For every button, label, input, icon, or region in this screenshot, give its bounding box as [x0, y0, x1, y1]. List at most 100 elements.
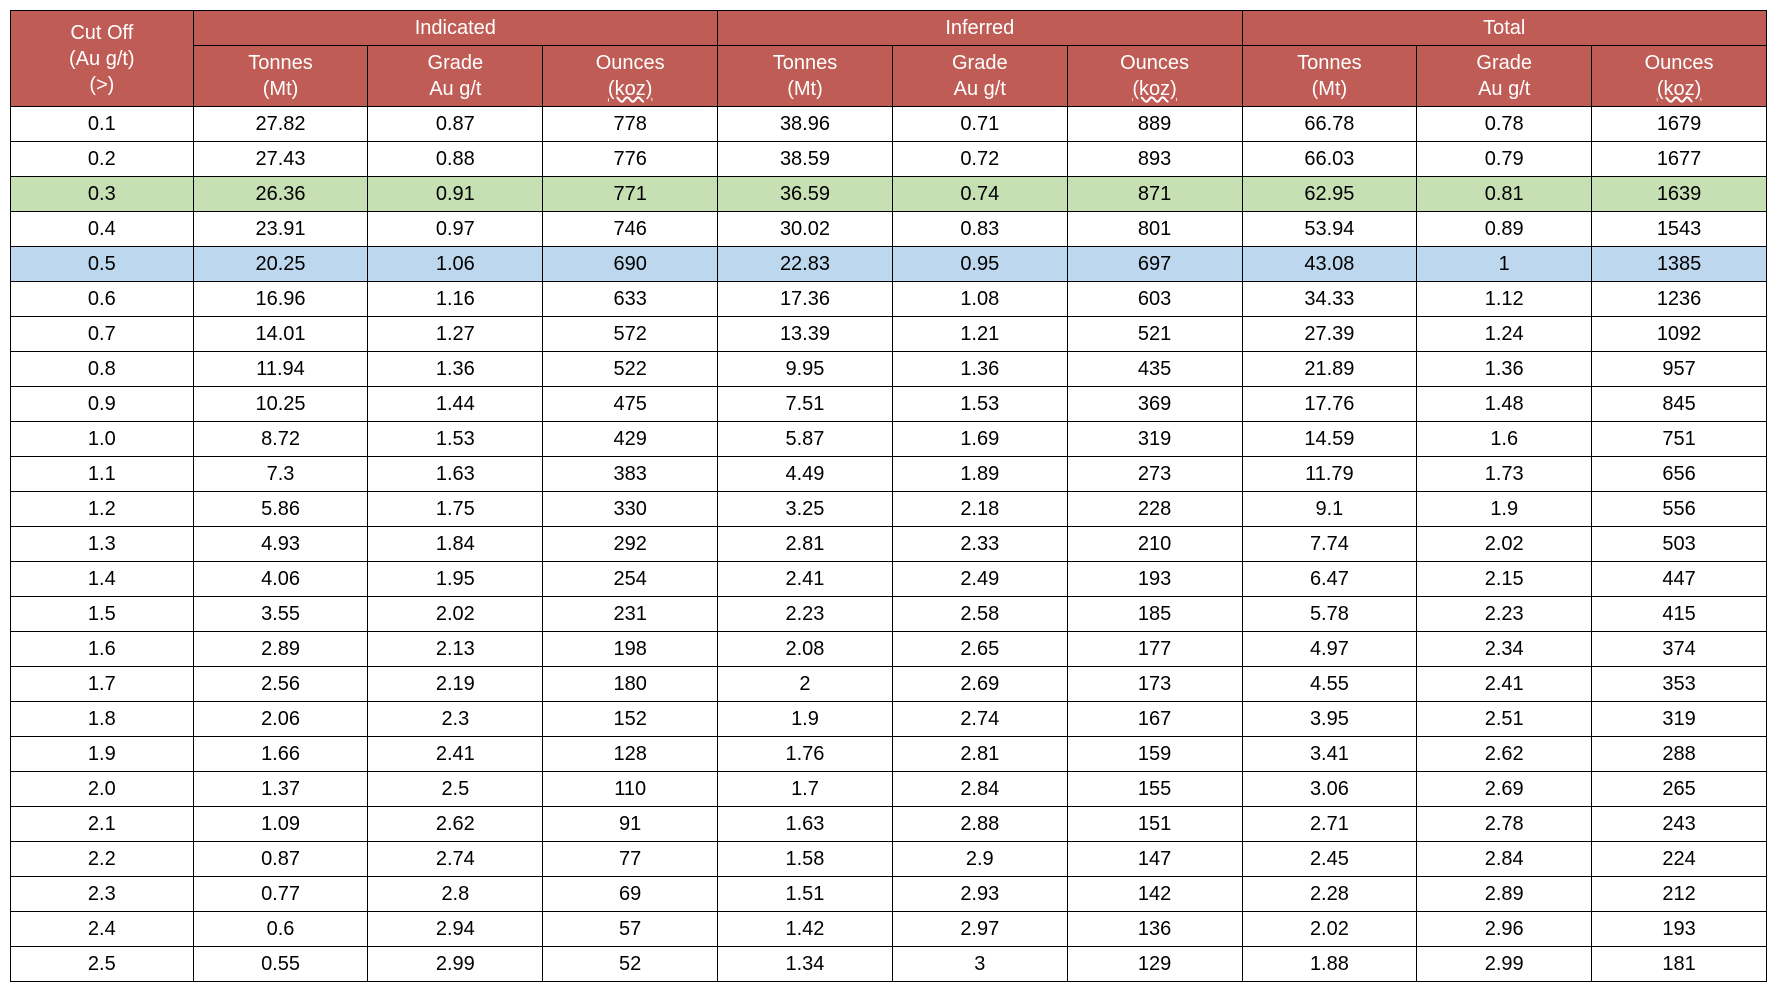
table-row: 0.616.961.1663317.361.0860334.331.121236 [11, 282, 1767, 317]
cell-inf-ounces: 147 [1067, 842, 1242, 877]
cell-ind-tonnes: 7.3 [193, 457, 368, 492]
cell-inf-grade: 2.9 [892, 842, 1067, 877]
cell-inf-ounces: 697 [1067, 247, 1242, 282]
cell-ind-tonnes: 0.55 [193, 947, 368, 982]
cell-tot-grade: 0.89 [1417, 212, 1592, 247]
cell-ind-ounces: 128 [543, 737, 718, 772]
table-row: 1.91.662.411281.762.811593.412.62288 [11, 737, 1767, 772]
cell-tot-tonnes: 3.06 [1242, 772, 1417, 807]
table-row: 0.423.910.9774630.020.8380153.940.891543 [11, 212, 1767, 247]
cell-tot-ounces: 193 [1592, 912, 1767, 947]
table-row: 0.326.360.9177136.590.7487162.950.811639 [11, 177, 1767, 212]
cell-cutoff: 0.7 [11, 317, 194, 352]
cell-inf-tonnes: 9.95 [718, 352, 893, 387]
cell-ind-tonnes: 14.01 [193, 317, 368, 352]
cell-inf-ounces: 167 [1067, 702, 1242, 737]
cell-ind-tonnes: 27.82 [193, 107, 368, 142]
table-row: 2.11.092.62911.632.881512.712.78243 [11, 807, 1767, 842]
cell-inf-grade: 2.81 [892, 737, 1067, 772]
cell-tot-ounces: 1679 [1592, 107, 1767, 142]
cell-inf-ounces: 228 [1067, 492, 1242, 527]
cell-inf-tonnes: 3.25 [718, 492, 893, 527]
cell-inf-tonnes: 36.59 [718, 177, 893, 212]
cell-ind-ounces: 776 [543, 142, 718, 177]
cell-tot-grade: 0.79 [1417, 142, 1592, 177]
cell-ind-tonnes: 4.06 [193, 562, 368, 597]
cell-ind-tonnes: 20.25 [193, 247, 368, 282]
subheader-ounces: Ounces(koz) [543, 46, 718, 107]
cell-ind-tonnes: 10.25 [193, 387, 368, 422]
cell-ind-grade: 0.91 [368, 177, 543, 212]
header-group-inferred: Inferred [718, 11, 1242, 46]
cell-tot-grade: 1.6 [1417, 422, 1592, 457]
cell-inf-grade: 1.36 [892, 352, 1067, 387]
subheader-ounces: Ounces(koz) [1592, 46, 1767, 107]
cell-ind-tonnes: 27.43 [193, 142, 368, 177]
cell-cutoff: 1.8 [11, 702, 194, 737]
subheader-tonnes: Tonnes(Mt) [193, 46, 368, 107]
cell-tot-grade: 2.62 [1417, 737, 1592, 772]
cell-ind-grade: 1.84 [368, 527, 543, 562]
cell-inf-tonnes: 1.63 [718, 807, 893, 842]
cell-ind-ounces: 522 [543, 352, 718, 387]
cell-ind-grade: 2.94 [368, 912, 543, 947]
cell-ind-tonnes: 3.55 [193, 597, 368, 632]
cell-ind-ounces: 91 [543, 807, 718, 842]
cell-inf-grade: 1.08 [892, 282, 1067, 317]
table-row: 1.08.721.534295.871.6931914.591.6751 [11, 422, 1767, 457]
cell-cutoff: 2.3 [11, 877, 194, 912]
cell-inf-ounces: 177 [1067, 632, 1242, 667]
table-row: 2.01.372.51101.72.841553.062.69265 [11, 772, 1767, 807]
subheader-grade: GradeAu g/t [368, 46, 543, 107]
cell-cutoff: 0.2 [11, 142, 194, 177]
table-row: 1.34.931.842922.812.332107.742.02503 [11, 527, 1767, 562]
cell-inf-tonnes: 4.49 [718, 457, 893, 492]
cell-tot-ounces: 556 [1592, 492, 1767, 527]
cell-inf-ounces: 603 [1067, 282, 1242, 317]
cell-inf-tonnes: 1.42 [718, 912, 893, 947]
cell-inf-grade: 2.74 [892, 702, 1067, 737]
cell-tot-grade: 2.69 [1417, 772, 1592, 807]
cell-cutoff: 2.4 [11, 912, 194, 947]
cell-ind-tonnes: 1.37 [193, 772, 368, 807]
cell-tot-ounces: 1092 [1592, 317, 1767, 352]
cell-inf-grade: 2.88 [892, 807, 1067, 842]
cell-inf-tonnes: 38.59 [718, 142, 893, 177]
cell-ind-grade: 2.5 [368, 772, 543, 807]
cell-ind-grade: 2.74 [368, 842, 543, 877]
cell-ind-tonnes: 8.72 [193, 422, 368, 457]
cell-inf-tonnes: 2 [718, 667, 893, 702]
cell-inf-tonnes: 22.83 [718, 247, 893, 282]
header-group-total: Total [1242, 11, 1767, 46]
cell-inf-ounces: 893 [1067, 142, 1242, 177]
cell-tot-grade: 2.34 [1417, 632, 1592, 667]
table-row: 0.127.820.8777838.960.7188966.780.781679 [11, 107, 1767, 142]
cell-ind-tonnes: 0.6 [193, 912, 368, 947]
cell-cutoff: 0.4 [11, 212, 194, 247]
cell-inf-grade: 1.69 [892, 422, 1067, 457]
cell-cutoff: 0.3 [11, 177, 194, 212]
cell-cutoff: 0.6 [11, 282, 194, 317]
cell-ind-ounces: 180 [543, 667, 718, 702]
cell-tot-tonnes: 62.95 [1242, 177, 1417, 212]
cell-ind-grade: 2.3 [368, 702, 543, 737]
cell-ind-ounces: 572 [543, 317, 718, 352]
cell-cutoff: 2.2 [11, 842, 194, 877]
cell-ind-tonnes: 2.89 [193, 632, 368, 667]
cell-inf-ounces: 521 [1067, 317, 1242, 352]
cell-ind-tonnes: 11.94 [193, 352, 368, 387]
cell-inf-ounces: 319 [1067, 422, 1242, 457]
cell-tot-ounces: 212 [1592, 877, 1767, 912]
cell-tot-tonnes: 4.97 [1242, 632, 1417, 667]
cell-inf-ounces: 210 [1067, 527, 1242, 562]
cell-ind-grade: 1.95 [368, 562, 543, 597]
cell-inf-grade: 2.65 [892, 632, 1067, 667]
cell-ind-grade: 2.19 [368, 667, 543, 702]
cell-tot-ounces: 1236 [1592, 282, 1767, 317]
header-cutoff: Cut Off (Au g/t) (>) [11, 11, 194, 107]
table-row: 0.520.251.0669022.830.9569743.0811385 [11, 247, 1767, 282]
cell-tot-grade: 2.15 [1417, 562, 1592, 597]
cell-cutoff: 1.4 [11, 562, 194, 597]
cell-ind-grade: 2.99 [368, 947, 543, 982]
cell-ind-grade: 0.88 [368, 142, 543, 177]
